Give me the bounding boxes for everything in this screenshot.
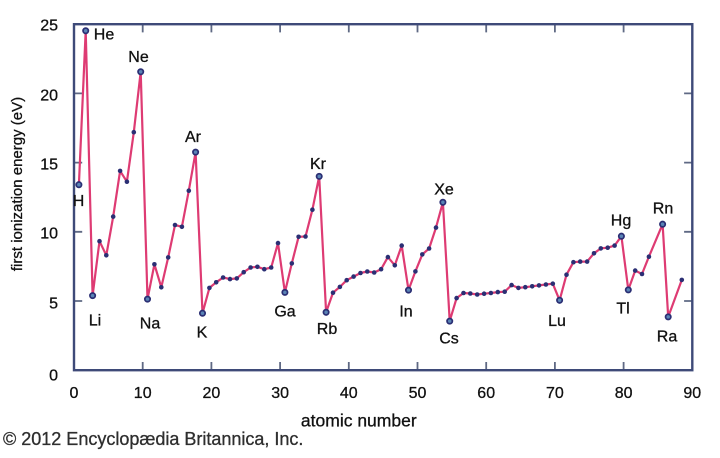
svg-text:15: 15 [40, 157, 58, 174]
svg-text:Hg: Hg [611, 213, 631, 230]
svg-text:Ne: Ne [128, 49, 149, 66]
svg-text:50: 50 [409, 385, 427, 402]
svg-text:© 2012 Encyclopædia Britannica: © 2012 Encyclopædia Britannica, Inc. [3, 429, 303, 449]
svg-text:first ionization energy (eV): first ionization energy (eV) [9, 97, 26, 271]
svg-text:He: He [94, 27, 115, 44]
svg-text:Lu: Lu [548, 313, 566, 330]
svg-text:40: 40 [340, 385, 358, 402]
svg-text:70: 70 [546, 385, 564, 402]
svg-text:In: In [399, 304, 412, 321]
svg-text:Li: Li [89, 313, 101, 330]
svg-text:Na: Na [140, 316, 161, 333]
svg-text:0: 0 [49, 367, 58, 384]
svg-text:Xe: Xe [434, 182, 454, 199]
svg-text:atomic number: atomic number [301, 411, 417, 431]
svg-text:H: H [73, 193, 85, 210]
svg-text:Rb: Rb [317, 321, 338, 338]
svg-text:60: 60 [477, 385, 495, 402]
svg-text:80: 80 [615, 385, 633, 402]
svg-text:10: 10 [134, 385, 152, 402]
svg-text:Ra: Ra [657, 329, 678, 346]
svg-text:K: K [197, 325, 208, 342]
svg-text:Cs: Cs [439, 331, 459, 348]
svg-text:Ga: Ga [274, 304, 295, 321]
svg-text:30: 30 [271, 385, 289, 402]
svg-text:0: 0 [70, 385, 79, 402]
svg-text:90: 90 [683, 385, 701, 402]
svg-text:25: 25 [40, 18, 58, 35]
svg-text:5: 5 [49, 296, 58, 313]
svg-text:20: 20 [40, 87, 58, 104]
svg-text:10: 10 [40, 226, 58, 243]
svg-text:Tl: Tl [616, 301, 629, 318]
svg-text:Kr: Kr [310, 156, 327, 173]
svg-text:Rn: Rn [653, 201, 673, 218]
svg-text:Ar: Ar [185, 129, 202, 146]
svg-text:20: 20 [203, 385, 221, 402]
